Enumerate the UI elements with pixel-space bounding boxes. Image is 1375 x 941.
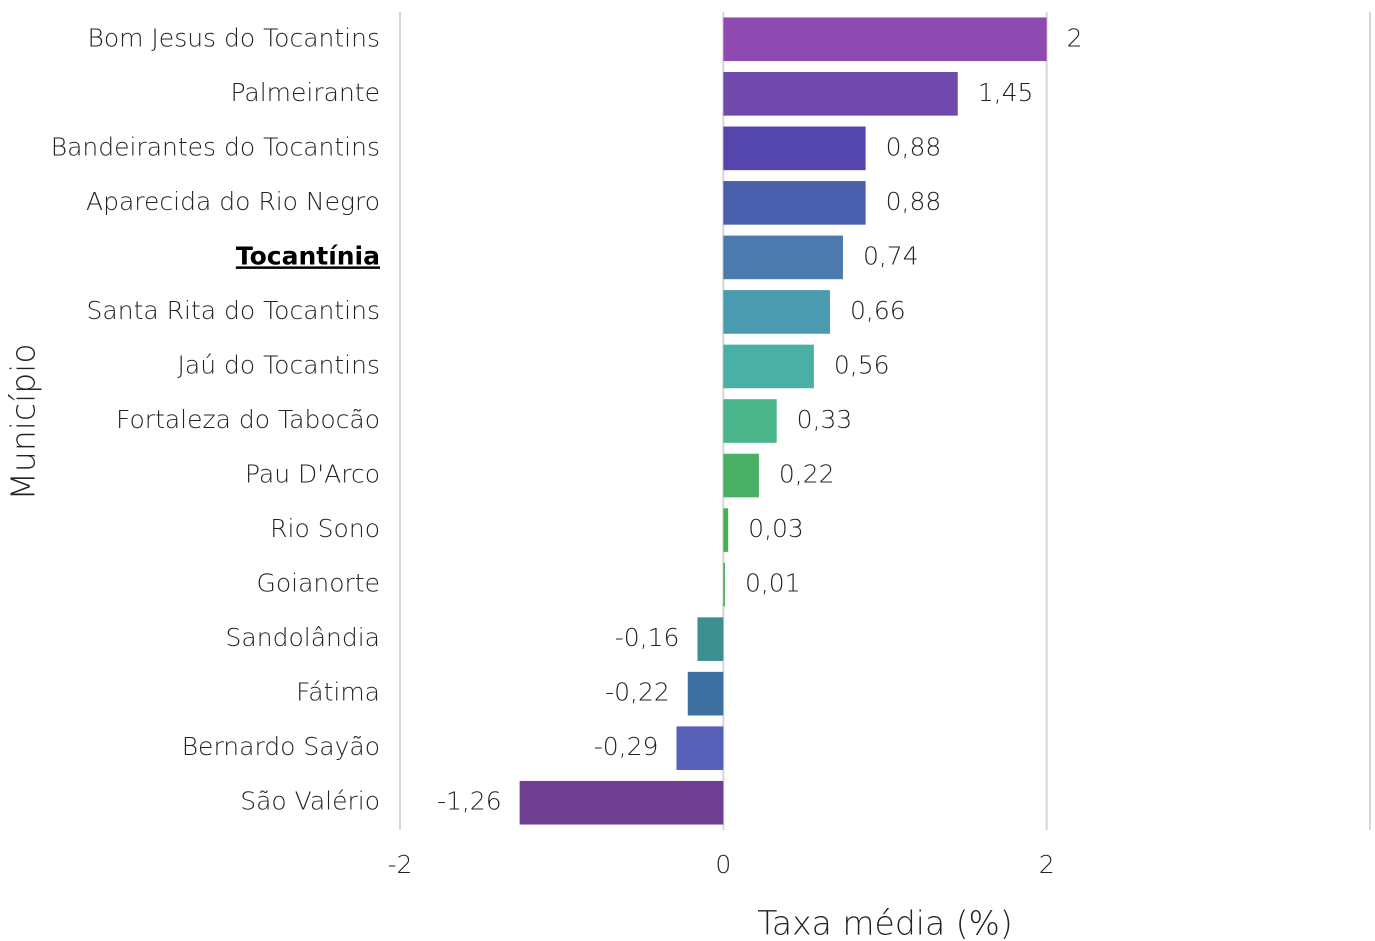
y-tick-label: Santa Rita do Tocantins (87, 296, 380, 325)
y-tick-label: São Valério (240, 787, 380, 816)
bar (723, 562, 725, 607)
y-axis-label: Município (4, 343, 43, 500)
value-label: 0,88 (886, 187, 942, 216)
bar (676, 726, 724, 771)
y-tick-label: Jaú do Tocantins (178, 350, 380, 379)
value-label: 0,01 (745, 569, 801, 598)
y-tick-label: Goianorte (256, 569, 380, 598)
y-tick-label: Fátima (296, 678, 380, 707)
value-label: 0,88 (886, 132, 942, 161)
value-label: 0,74 (863, 241, 919, 270)
x-axis-label: Taxa média (%) (757, 904, 1013, 941)
bar (723, 344, 814, 389)
y-tick-label: Sandolândia (226, 623, 380, 652)
bar (723, 17, 1047, 62)
value-label: 1,45 (978, 78, 1034, 107)
bar (723, 71, 958, 116)
y-tick-label: Aparecida do Rio Negro (86, 187, 380, 216)
value-label: 0,03 (748, 514, 804, 543)
value-label: 2 (1067, 23, 1083, 52)
y-tick-label: Fortaleza do Tabocão (116, 405, 380, 434)
y-tick-label: Pau D'Arco (245, 460, 380, 489)
x-tick-label: -2 (388, 850, 413, 879)
y-tick-label: Rio Sono (270, 514, 380, 543)
bar (723, 235, 843, 280)
y-tick-label: Bernardo Sayão (182, 732, 380, 761)
bar (723, 508, 729, 552)
value-label: 0,56 (834, 350, 890, 379)
value-label: 0,22 (779, 460, 835, 489)
value-label: -0,29 (594, 732, 659, 761)
bar (697, 617, 724, 661)
value-label: 0,33 (797, 405, 853, 434)
y-tick-label: Bandeirantes do Tocantins (51, 132, 380, 161)
y-tick-label: Bom Jesus do Tocantins (87, 23, 380, 52)
bar (723, 290, 831, 334)
x-tick-label: 2 (1039, 850, 1055, 879)
bar (723, 181, 866, 225)
value-label: -0,16 (615, 623, 680, 652)
bar (723, 126, 866, 171)
bar (723, 399, 777, 443)
value-label: -0,22 (605, 678, 670, 707)
y-tick-label: Tocantínia (236, 241, 380, 270)
value-label: 0,66 (850, 296, 906, 325)
x-tick-label: 0 (715, 850, 731, 879)
bar (687, 671, 724, 716)
bar (723, 453, 759, 498)
value-label: -1,26 (437, 787, 502, 816)
y-tick-label: Palmeirante (230, 78, 380, 107)
bar (519, 780, 724, 825)
